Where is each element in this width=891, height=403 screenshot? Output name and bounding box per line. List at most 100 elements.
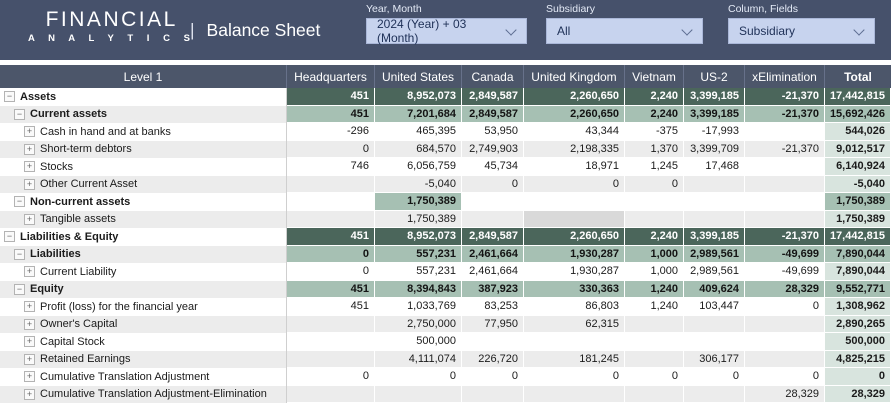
value-cell[interactable]: 2,260,650 [524,88,625,106]
value-cell[interactable] [625,386,684,403]
value-cell[interactable]: 2,260,650 [524,228,625,246]
value-cell[interactable]: 500,000 [375,333,462,351]
value-cell[interactable]: 53,950 [462,123,524,141]
value-cell[interactable] [375,386,462,403]
collapse-icon[interactable]: − [14,109,25,120]
value-cell[interactable] [462,386,524,403]
value-cell[interactable]: -21,370 [745,141,825,159]
value-cell[interactable]: 2,989,561 [684,246,745,264]
value-cell[interactable]: 4,111,074 [375,351,462,369]
value-cell[interactable]: 45,734 [462,158,524,176]
row-label-cell[interactable]: +Tangible assets [0,211,287,229]
expand-icon[interactable]: + [24,266,35,277]
total-cell[interactable]: 2,890,265 [825,316,891,334]
row-label-cell[interactable]: −Current assets [0,106,287,124]
total-cell[interactable]: 6,140,924 [825,158,891,176]
value-cell[interactable] [745,176,825,194]
value-cell[interactable]: 0 [524,368,625,386]
value-cell[interactable]: 8,952,073 [375,88,462,106]
value-cell[interactable] [524,211,625,229]
chevron-down-icon[interactable] [505,24,516,35]
value-cell[interactable]: 557,231 [375,246,462,264]
value-cell[interactable] [625,193,684,211]
value-cell[interactable]: 0 [524,176,625,194]
row-label-cell[interactable]: +Capital Stock [0,333,287,351]
value-cell[interactable]: 2,461,664 [462,263,524,281]
column-header-united-states[interactable]: United States [375,65,462,88]
value-cell[interactable] [287,193,375,211]
value-cell[interactable]: 18,971 [524,158,625,176]
row-label-cell[interactable]: +Cumulative Translation Adjustment [0,368,287,386]
value-cell[interactable] [745,351,825,369]
total-cell[interactable]: 9,552,771 [825,281,891,299]
value-cell[interactable]: 28,329 [745,281,825,299]
row-label-cell[interactable]: +Other Current Asset [0,176,287,194]
value-cell[interactable]: 2,240 [625,228,684,246]
value-cell[interactable]: 1,750,389 [375,193,462,211]
total-cell[interactable]: 1,750,389 [825,193,891,211]
value-cell[interactable]: -49,699 [745,246,825,264]
value-cell[interactable]: 1,000 [625,246,684,264]
value-cell[interactable] [745,333,825,351]
value-cell[interactable] [462,333,524,351]
value-cell[interactable] [287,211,375,229]
value-cell[interactable]: 451 [287,298,375,316]
value-cell[interactable]: 0 [462,176,524,194]
value-cell[interactable]: 0 [287,368,375,386]
value-cell[interactable]: -17,993 [684,123,745,141]
value-cell[interactable] [524,386,625,403]
value-cell[interactable]: 0 [287,263,375,281]
value-cell[interactable]: 0 [745,298,825,316]
value-cell[interactable] [684,333,745,351]
value-cell[interactable]: 1,000 [625,263,684,281]
value-cell[interactable]: 28,329 [745,386,825,403]
expand-icon[interactable]: + [24,214,35,225]
value-cell[interactable]: 2,260,650 [524,106,625,124]
value-cell[interactable]: 77,950 [462,316,524,334]
value-cell[interactable]: 2,750,000 [375,316,462,334]
chevron-down-icon[interactable] [853,24,864,35]
value-cell[interactable] [287,333,375,351]
value-cell[interactable]: 1,750,389 [375,211,462,229]
value-cell[interactable] [684,386,745,403]
value-cell[interactable]: 0 [287,141,375,159]
expand-icon[interactable]: + [24,371,35,382]
value-cell[interactable]: 3,399,709 [684,141,745,159]
expand-icon[interactable]: + [24,354,35,365]
value-cell[interactable]: -21,370 [745,106,825,124]
value-cell[interactable]: 3,399,185 [684,106,745,124]
value-cell[interactable]: 7,201,684 [375,106,462,124]
value-cell[interactable]: 0 [625,368,684,386]
value-cell[interactable]: 451 [287,281,375,299]
value-cell[interactable] [625,351,684,369]
total-cell[interactable]: 1,750,389 [825,211,891,229]
value-cell[interactable] [745,211,825,229]
value-cell[interactable]: -21,370 [745,88,825,106]
total-cell[interactable]: 7,890,044 [825,263,891,281]
value-cell[interactable] [462,211,524,229]
column-header-total[interactable]: Total [825,65,891,88]
value-cell[interactable] [287,351,375,369]
total-cell[interactable]: 7,890,044 [825,246,891,264]
value-cell[interactable]: 8,394,843 [375,281,462,299]
expand-icon[interactable]: + [24,336,35,347]
total-cell[interactable]: 17,442,815 [825,88,891,106]
column-header-headquarters[interactable]: Headquarters [287,65,375,88]
value-cell[interactable]: 2,849,587 [462,228,524,246]
collapse-icon[interactable]: − [4,91,15,102]
column-header-xelimination[interactable]: xElimination [745,65,825,88]
value-cell[interactable] [745,193,825,211]
value-cell[interactable]: 1,930,287 [524,263,625,281]
value-cell[interactable]: 684,570 [375,141,462,159]
column-header-united-kingdom[interactable]: United Kingdom [524,65,625,88]
collapse-icon[interactable]: − [14,249,25,260]
value-cell[interactable]: 181,245 [524,351,625,369]
value-cell[interactable]: 0 [462,368,524,386]
value-cell[interactable]: 3,399,185 [684,228,745,246]
value-cell[interactable]: 2,989,561 [684,263,745,281]
collapse-icon[interactable]: − [4,231,15,242]
value-cell[interactable] [625,211,684,229]
row-label-cell[interactable]: −Non-current assets [0,193,287,211]
column-fields-dropdown[interactable]: Subsidiary [728,18,875,44]
total-cell[interactable]: 544,026 [825,123,891,141]
